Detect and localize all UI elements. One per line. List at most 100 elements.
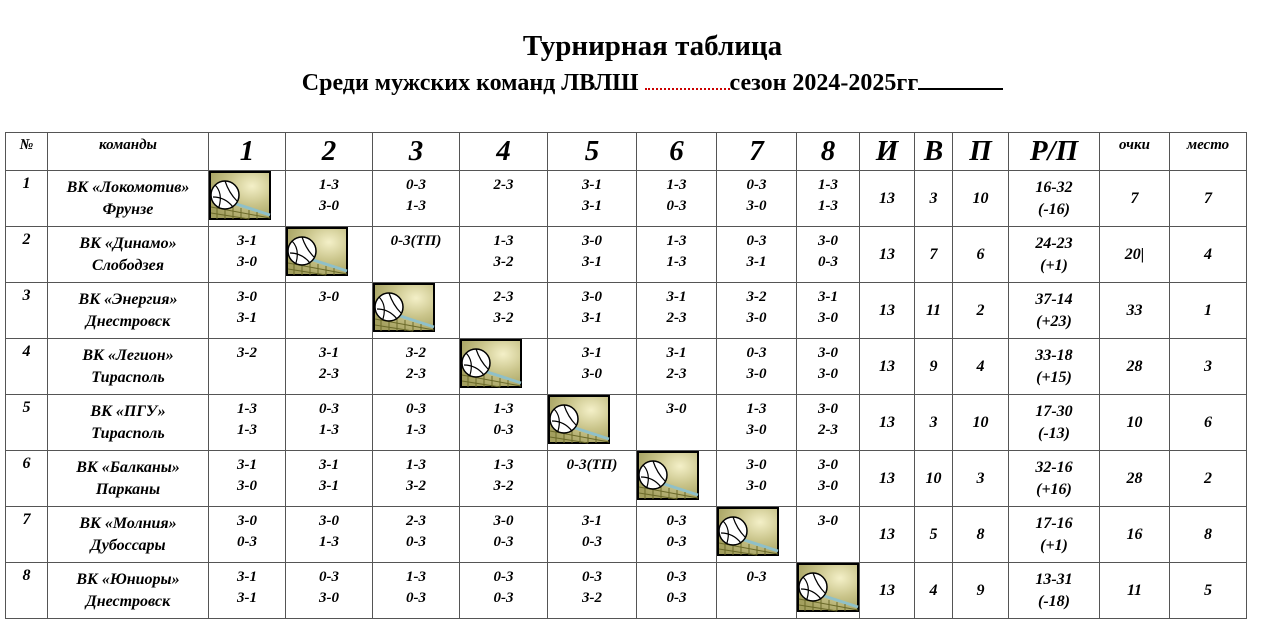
season-text: сезон 2024-2025гг — [729, 70, 919, 96]
match-score: 1-3 3-0 — [716, 394, 797, 451]
match-score: 3-0 3-1 — [547, 282, 637, 339]
column-header: 7 — [716, 132, 797, 171]
match-score: 0-3(ТП) — [547, 450, 637, 507]
standings-table: № команды 1 2 3 4 5 6 7 8 И В П Р/П очки место 1 ВК «Лок… — [5, 132, 1247, 619]
score-first: 1-3 — [666, 177, 687, 193]
games-cell: 13 — [859, 338, 915, 395]
score-second: 0-3 — [818, 254, 838, 270]
score-second: 3-1 — [582, 310, 602, 326]
row-number: 3 — [5, 282, 48, 339]
score-first: 2-3 — [493, 289, 514, 305]
team-city: Днестровск — [85, 592, 171, 610]
row-number: 5 — [5, 394, 48, 451]
sets-ratio: 32-16 — [1035, 458, 1073, 476]
losses-cell: 6 — [952, 226, 1009, 283]
volleyball-icon — [717, 507, 779, 556]
score-first: 1-3 — [493, 457, 514, 473]
team-name: ВК «Динамо» Слободзея — [47, 226, 209, 283]
team-city: Дубоссары — [90, 536, 166, 554]
sets-diff: (+15) — [1036, 368, 1072, 386]
team-club: ВК «Динамо» — [79, 234, 177, 252]
score-second: 0-3 — [406, 534, 426, 550]
score-first: 1-3 — [493, 401, 514, 417]
games-cell: 13 — [859, 282, 915, 339]
score-second: 2-3 — [319, 366, 339, 382]
score-first: 3-2 — [237, 345, 257, 361]
score-second: 3-0 — [746, 478, 767, 494]
score-first: 3-0 — [582, 289, 602, 305]
match-score: 0-3 1-3 — [372, 170, 460, 227]
match-score: 3-0 3-1 — [547, 226, 637, 283]
sets-diff: (-16) — [1038, 200, 1070, 218]
column-header: № — [5, 132, 48, 171]
diagonal-cell — [372, 282, 460, 339]
match-score: 3-0 1-3 — [285, 506, 373, 563]
diagonal-cell — [636, 450, 717, 507]
column-header: 2 — [285, 132, 373, 171]
table-row: 4 ВК «Легион» Тирасполь 3-2 3-1 2-3 3-2 2-3 3-1 3… — [5, 338, 1247, 395]
score-first: 3-0 — [818, 401, 838, 417]
team-city: Парканы — [95, 480, 161, 498]
table-row: 7 ВК «Молния» Дубоссары 3-0 0-3 3-0 1-3 2-3 0-3 3… — [5, 506, 1247, 563]
diagonal-cell — [208, 170, 286, 227]
score-second: 0-3 — [406, 590, 426, 606]
sets-cell: 17-30 (-13) — [1008, 394, 1100, 451]
losses-cell: 2 — [952, 282, 1009, 339]
score-second: 0-3 — [237, 534, 257, 550]
score-second: 1-3 — [406, 422, 426, 438]
match-score: 3-0 0-3 — [796, 226, 860, 283]
score-second: 3-0 — [818, 310, 838, 326]
team-city: Слободзея — [92, 256, 164, 274]
score-first: 3-1 — [666, 345, 687, 361]
sets-cell: 32-16 (+16) — [1008, 450, 1100, 507]
score-second: 0-3 — [666, 534, 687, 550]
match-score: 3-0 — [636, 394, 717, 451]
score-second: 3-2 — [493, 254, 514, 270]
match-score: 1-3 3-2 — [459, 226, 548, 283]
volleyball-icon — [460, 339, 522, 388]
header-row: № команды 1 2 3 4 5 6 7 8 И В П Р/П очки место — [5, 132, 1247, 171]
table-row: 5 ВК «ПГУ» Тирасполь 1-3 1-3 0-3 1-3 0-3 1-3 1-3 0… — [5, 394, 1247, 451]
score-first: 1-3 — [666, 233, 687, 249]
score-first: 3-1 — [582, 513, 602, 529]
match-score: 3-1 3-0 — [208, 450, 286, 507]
games-cell: 13 — [859, 226, 915, 283]
score-first: 3-0 — [319, 289, 339, 305]
row-number: 7 — [5, 506, 48, 563]
sets-cell: 17-16 (+1) — [1008, 506, 1100, 563]
match-score: 3-0 — [285, 282, 373, 339]
score-first: 3-1 — [237, 457, 257, 473]
column-header: 1 — [208, 132, 286, 171]
team-name: ВК «Легион» Тирасполь — [47, 338, 209, 395]
sets-diff: (+23) — [1036, 312, 1072, 330]
losses-cell: 4 — [952, 338, 1009, 395]
match-score: 1-3 3-2 — [372, 450, 460, 507]
sets-ratio: 16-32 — [1035, 178, 1073, 196]
column-header: очки — [1099, 132, 1170, 171]
score-first: 3-0 — [582, 233, 602, 249]
match-score: 0-3 1-3 — [372, 394, 460, 451]
score-first: 3-0 — [818, 233, 838, 249]
blank-line — [644, 87, 730, 90]
score-second: 3-0 — [746, 422, 767, 438]
sets-diff: (+1) — [1040, 256, 1068, 274]
wins-cell: 9 — [914, 338, 953, 395]
row-number: 6 — [5, 450, 48, 507]
games-cell: 13 — [859, 170, 915, 227]
match-score: 0-3 3-0 — [716, 338, 797, 395]
place-cell: 8 — [1169, 506, 1247, 563]
score-second: 3-1 — [582, 198, 602, 214]
match-score: 3-1 3-0 — [208, 226, 286, 283]
page-subtitle: Среди мужских команд ЛВЛШ сезон 2024-202… — [0, 70, 1280, 97]
table-row: 3 ВК «Энергия» Днестровск 3-0 3-1 3-0 2-3 3-2 3-… — [5, 282, 1247, 339]
score-first: 3-0 — [818, 513, 838, 529]
diagonal-cell — [459, 338, 548, 395]
score-second: 3-1 — [237, 590, 257, 606]
losses-cell: 10 — [952, 170, 1009, 227]
score-first: 1-3 — [406, 457, 426, 473]
match-score: 1-3 3-0 — [285, 170, 373, 227]
score-first: 2-3 — [406, 513, 426, 529]
score-second: 2-3 — [406, 366, 426, 382]
score-second: 3-2 — [406, 478, 426, 494]
table-row: 1 ВК «Локомотив» Фрунзе 1-3 3-0 0-3 1-3 2-3 3-1 3… — [5, 170, 1247, 227]
